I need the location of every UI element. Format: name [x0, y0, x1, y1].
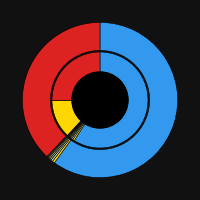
Wedge shape	[68, 121, 81, 136]
Wedge shape	[73, 123, 85, 141]
Wedge shape	[72, 123, 84, 140]
Wedge shape	[50, 138, 69, 160]
Wedge shape	[22, 22, 100, 157]
Wedge shape	[69, 121, 82, 137]
Wedge shape	[52, 139, 71, 163]
Wedge shape	[70, 122, 83, 138]
Wedge shape	[74, 52, 148, 148]
Wedge shape	[48, 137, 68, 159]
Wedge shape	[68, 121, 82, 137]
Wedge shape	[51, 138, 70, 161]
Wedge shape	[52, 52, 100, 100]
Wedge shape	[71, 122, 83, 139]
Circle shape	[72, 72, 128, 128]
Wedge shape	[52, 100, 81, 135]
Wedge shape	[48, 137, 67, 158]
Wedge shape	[54, 22, 178, 178]
Wedge shape	[47, 136, 67, 157]
Wedge shape	[67, 121, 81, 136]
Wedge shape	[68, 121, 82, 136]
